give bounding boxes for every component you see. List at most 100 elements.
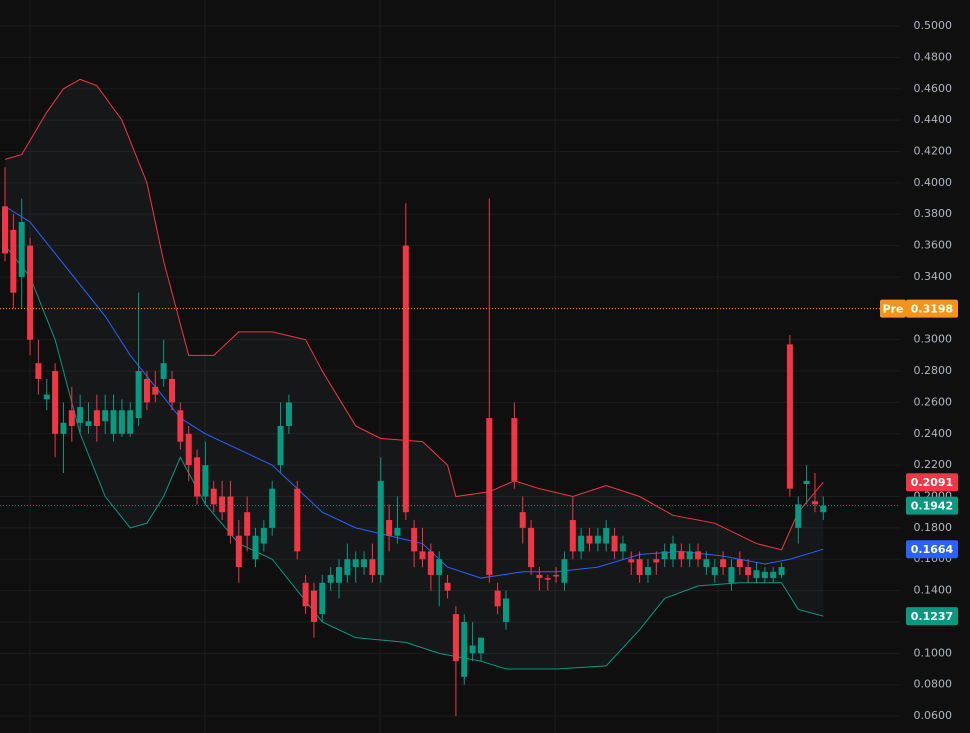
candle-body <box>377 480 384 575</box>
candle-body <box>227 496 234 536</box>
candle-body <box>503 598 509 622</box>
candle-body <box>778 567 785 575</box>
candle-body <box>611 535 618 552</box>
candle-body <box>519 512 526 528</box>
candle-body <box>210 488 217 505</box>
candle-body <box>2 206 8 254</box>
candle-body <box>661 551 668 560</box>
candle-body <box>352 559 359 568</box>
price-badge-label: 0.2091 <box>911 476 953 489</box>
candle-body <box>85 421 92 426</box>
candle-body <box>336 567 342 583</box>
candle-body <box>18 222 25 277</box>
candle-body <box>695 551 702 560</box>
candle-body <box>244 512 251 536</box>
candle-body <box>127 410 134 434</box>
y-tick-label: 0.2800 <box>914 364 953 377</box>
candle-body <box>285 402 292 426</box>
candle-body <box>670 543 676 560</box>
candle-body <box>536 574 543 579</box>
candle-body <box>678 551 685 560</box>
candle-body <box>603 527 610 544</box>
candle-body <box>511 418 518 481</box>
y-tick-label: 0.4400 <box>914 113 953 126</box>
candle-body <box>786 344 793 489</box>
candle-body <box>753 570 760 579</box>
candle-body <box>653 559 660 563</box>
price-badge-label: 0.1664 <box>911 543 954 556</box>
candle-body <box>43 394 50 400</box>
candle-body <box>194 457 201 497</box>
candle-body <box>486 418 493 575</box>
candle-body <box>436 559 443 575</box>
candle-body <box>102 410 109 422</box>
candle-body <box>803 480 810 484</box>
candle-body <box>411 527 418 552</box>
candle-body <box>10 229 17 293</box>
candle-body <box>703 559 710 568</box>
candle-body <box>745 567 752 575</box>
candle-body <box>736 559 743 568</box>
price-badge <box>906 299 958 318</box>
y-tick-label: 0.4800 <box>914 50 953 63</box>
candle-body <box>402 245 409 513</box>
y-tick-label: 0.3400 <box>914 270 953 283</box>
candle-body <box>569 520 576 552</box>
candle-body <box>628 559 635 563</box>
candle-body <box>35 363 42 379</box>
candle-body <box>636 559 643 575</box>
price-badge <box>906 540 958 559</box>
y-tick-label: 0.5000 <box>914 19 953 32</box>
candle-body <box>394 527 401 536</box>
y-tick-label: 0.3000 <box>914 333 953 346</box>
candle-body <box>419 551 426 560</box>
candle-body <box>68 410 75 426</box>
candle-body <box>452 614 459 662</box>
candle-body <box>118 410 125 434</box>
candle-body <box>561 559 568 583</box>
badge-name: Pre <box>883 303 904 316</box>
candle-body <box>386 520 393 536</box>
candle-body <box>369 559 376 575</box>
candle-body <box>310 590 317 622</box>
candle-body <box>52 371 59 434</box>
candle-body <box>143 378 150 403</box>
y-tick-label: 0.1400 <box>914 584 953 597</box>
y-tick-label: 0.4000 <box>914 176 953 189</box>
y-tick-label: 0.0800 <box>914 678 953 691</box>
candle-body <box>795 504 802 528</box>
candle-body <box>820 505 827 513</box>
candle-body <box>294 488 301 552</box>
candle-body <box>461 621 468 677</box>
candle-body <box>469 645 476 654</box>
price-badge <box>906 607 958 626</box>
y-tick-label: 0.4600 <box>914 82 953 95</box>
badge-name-bg <box>880 299 906 318</box>
band-fill <box>5 79 824 670</box>
candle-body <box>711 567 718 575</box>
y-tick-label: 0.2400 <box>914 427 953 440</box>
candle-body <box>528 527 535 568</box>
candle-body <box>235 535 242 568</box>
candle-body <box>770 571 777 579</box>
y-tick-label: 0.1000 <box>914 646 953 659</box>
candle-body <box>160 363 167 379</box>
candle-body <box>477 637 484 654</box>
candle-body <box>302 582 309 607</box>
candle-body <box>277 425 284 466</box>
price-badge-label: 0.3198 <box>911 303 953 316</box>
candle-body <box>185 433 192 466</box>
y-tick-label: 0.2200 <box>914 458 953 471</box>
y-tick-label: 0.3800 <box>914 207 953 220</box>
band-line <box>4 78 824 551</box>
candle-body <box>344 559 351 575</box>
y-tick-label: 0.2600 <box>914 395 953 408</box>
candle-body <box>327 574 334 583</box>
vertical-grid <box>29 0 719 733</box>
candle-body <box>761 571 768 579</box>
candle-body <box>553 574 560 577</box>
candle-body <box>252 535 259 560</box>
candle-body <box>728 567 735 583</box>
candle-body <box>578 535 585 552</box>
